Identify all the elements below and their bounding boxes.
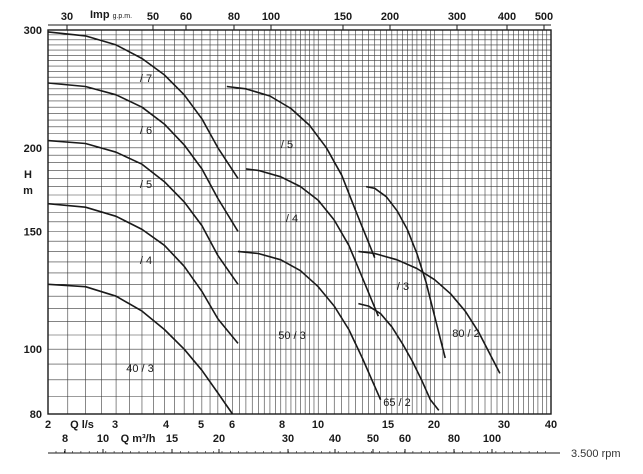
- x-ls-tick-label: 30: [498, 419, 510, 431]
- x-gpm-tick-label: 150: [334, 11, 352, 23]
- curve-label: 40 / 3: [126, 363, 154, 375]
- curve-label: 80 / 2: [452, 328, 480, 340]
- curve-6: [47, 82, 239, 232]
- y-axis-label: H: [24, 169, 32, 181]
- x-m3h-tick-label: 20: [213, 433, 225, 445]
- x-m3h-tick-label: 50: [367, 433, 379, 445]
- x-m3h-tick-label: 80: [448, 433, 460, 445]
- curve-label: 50 / 3: [278, 330, 306, 342]
- curve-40-3: [47, 283, 234, 415]
- curve-3: [365, 185, 446, 359]
- x-m3h-tick-label: 60: [399, 433, 411, 445]
- x-ls-tick-label: 6: [229, 419, 235, 431]
- y-tick-label: 150: [24, 226, 42, 238]
- x-m3h-tick-label: 100: [483, 433, 501, 445]
- x-m3h-tick-label: 8: [62, 433, 68, 445]
- x-ls-tick-label: 20: [428, 419, 440, 431]
- curve-label: / 6: [140, 125, 152, 137]
- x-ls-axis-label: Q l/s: [70, 419, 94, 431]
- x-gpm-tick-label: 50: [147, 11, 159, 23]
- grid: [47, 29, 552, 415]
- curve-7: [47, 31, 239, 179]
- x-m3h-tick-label: 10: [97, 433, 109, 445]
- x-ls-tick-label: 40: [545, 419, 557, 431]
- curve-4: [47, 202, 239, 344]
- labels: / 7 / 6 / 5 / 4 40 / 3 / 5 / 4 50 / 3 / 3 65 / 2 8…: [23, 9, 620, 460]
- x-m3h-tick-label: 40: [329, 433, 341, 445]
- plot-border: [47, 29, 552, 415]
- x-gpm-tick-label: 300: [448, 11, 466, 23]
- x-ls-tick-label: 3: [112, 419, 118, 431]
- y-tick-label: 100: [24, 344, 42, 356]
- x-ls-tick-label: 10: [312, 419, 324, 431]
- x-gpm-tick-label: 80: [228, 11, 240, 23]
- curve-label: / 5: [140, 179, 152, 191]
- curve-5: [47, 139, 239, 285]
- x-gpm-tick-label: 60: [180, 11, 192, 23]
- curve-50-3: [237, 250, 382, 401]
- x-gpm-tick-label: 30: [61, 11, 73, 23]
- curves: [47, 31, 501, 415]
- curve-label: / 3: [397, 281, 409, 293]
- y-tick-label: 300: [24, 25, 42, 37]
- curve-4: [245, 168, 380, 317]
- plot-frame: [47, 29, 552, 415]
- x-m3h-tick-label: 15: [166, 433, 178, 445]
- curve-label: / 4: [286, 213, 298, 225]
- x-gpm-tick-label: 500: [535, 11, 553, 23]
- curve-label: / 7: [140, 73, 152, 85]
- x-gpm-tick-label: 200: [381, 11, 399, 23]
- x-m3h-tick-label: 30: [282, 433, 294, 445]
- x-m3h-axis-label: Q m³/h: [121, 433, 156, 445]
- x-gpm-tick-label: 100: [262, 11, 280, 23]
- x-ls-tick-label: 4: [163, 419, 170, 431]
- curve-label: 65 / 2: [383, 397, 411, 409]
- y-axis-label: m: [23, 185, 33, 197]
- curve-65-2: [358, 302, 440, 411]
- x-ls-tick-label: 5: [198, 419, 204, 431]
- curve-label: / 4: [140, 255, 152, 267]
- x-gpm-tick-label: 400: [498, 11, 516, 23]
- x-ls-tick-label: 8: [279, 419, 285, 431]
- x-ls-tick-label: 2: [45, 419, 51, 431]
- y-tick-label: 200: [24, 143, 42, 155]
- x-ls-tick-label: 15: [382, 419, 394, 431]
- rpm-note: 3.500 rpm: [571, 448, 621, 460]
- y-tick-label: 80: [30, 409, 42, 421]
- curve-5: [226, 85, 376, 259]
- curve-label: / 5: [281, 139, 293, 151]
- curve-80-2: [358, 250, 501, 374]
